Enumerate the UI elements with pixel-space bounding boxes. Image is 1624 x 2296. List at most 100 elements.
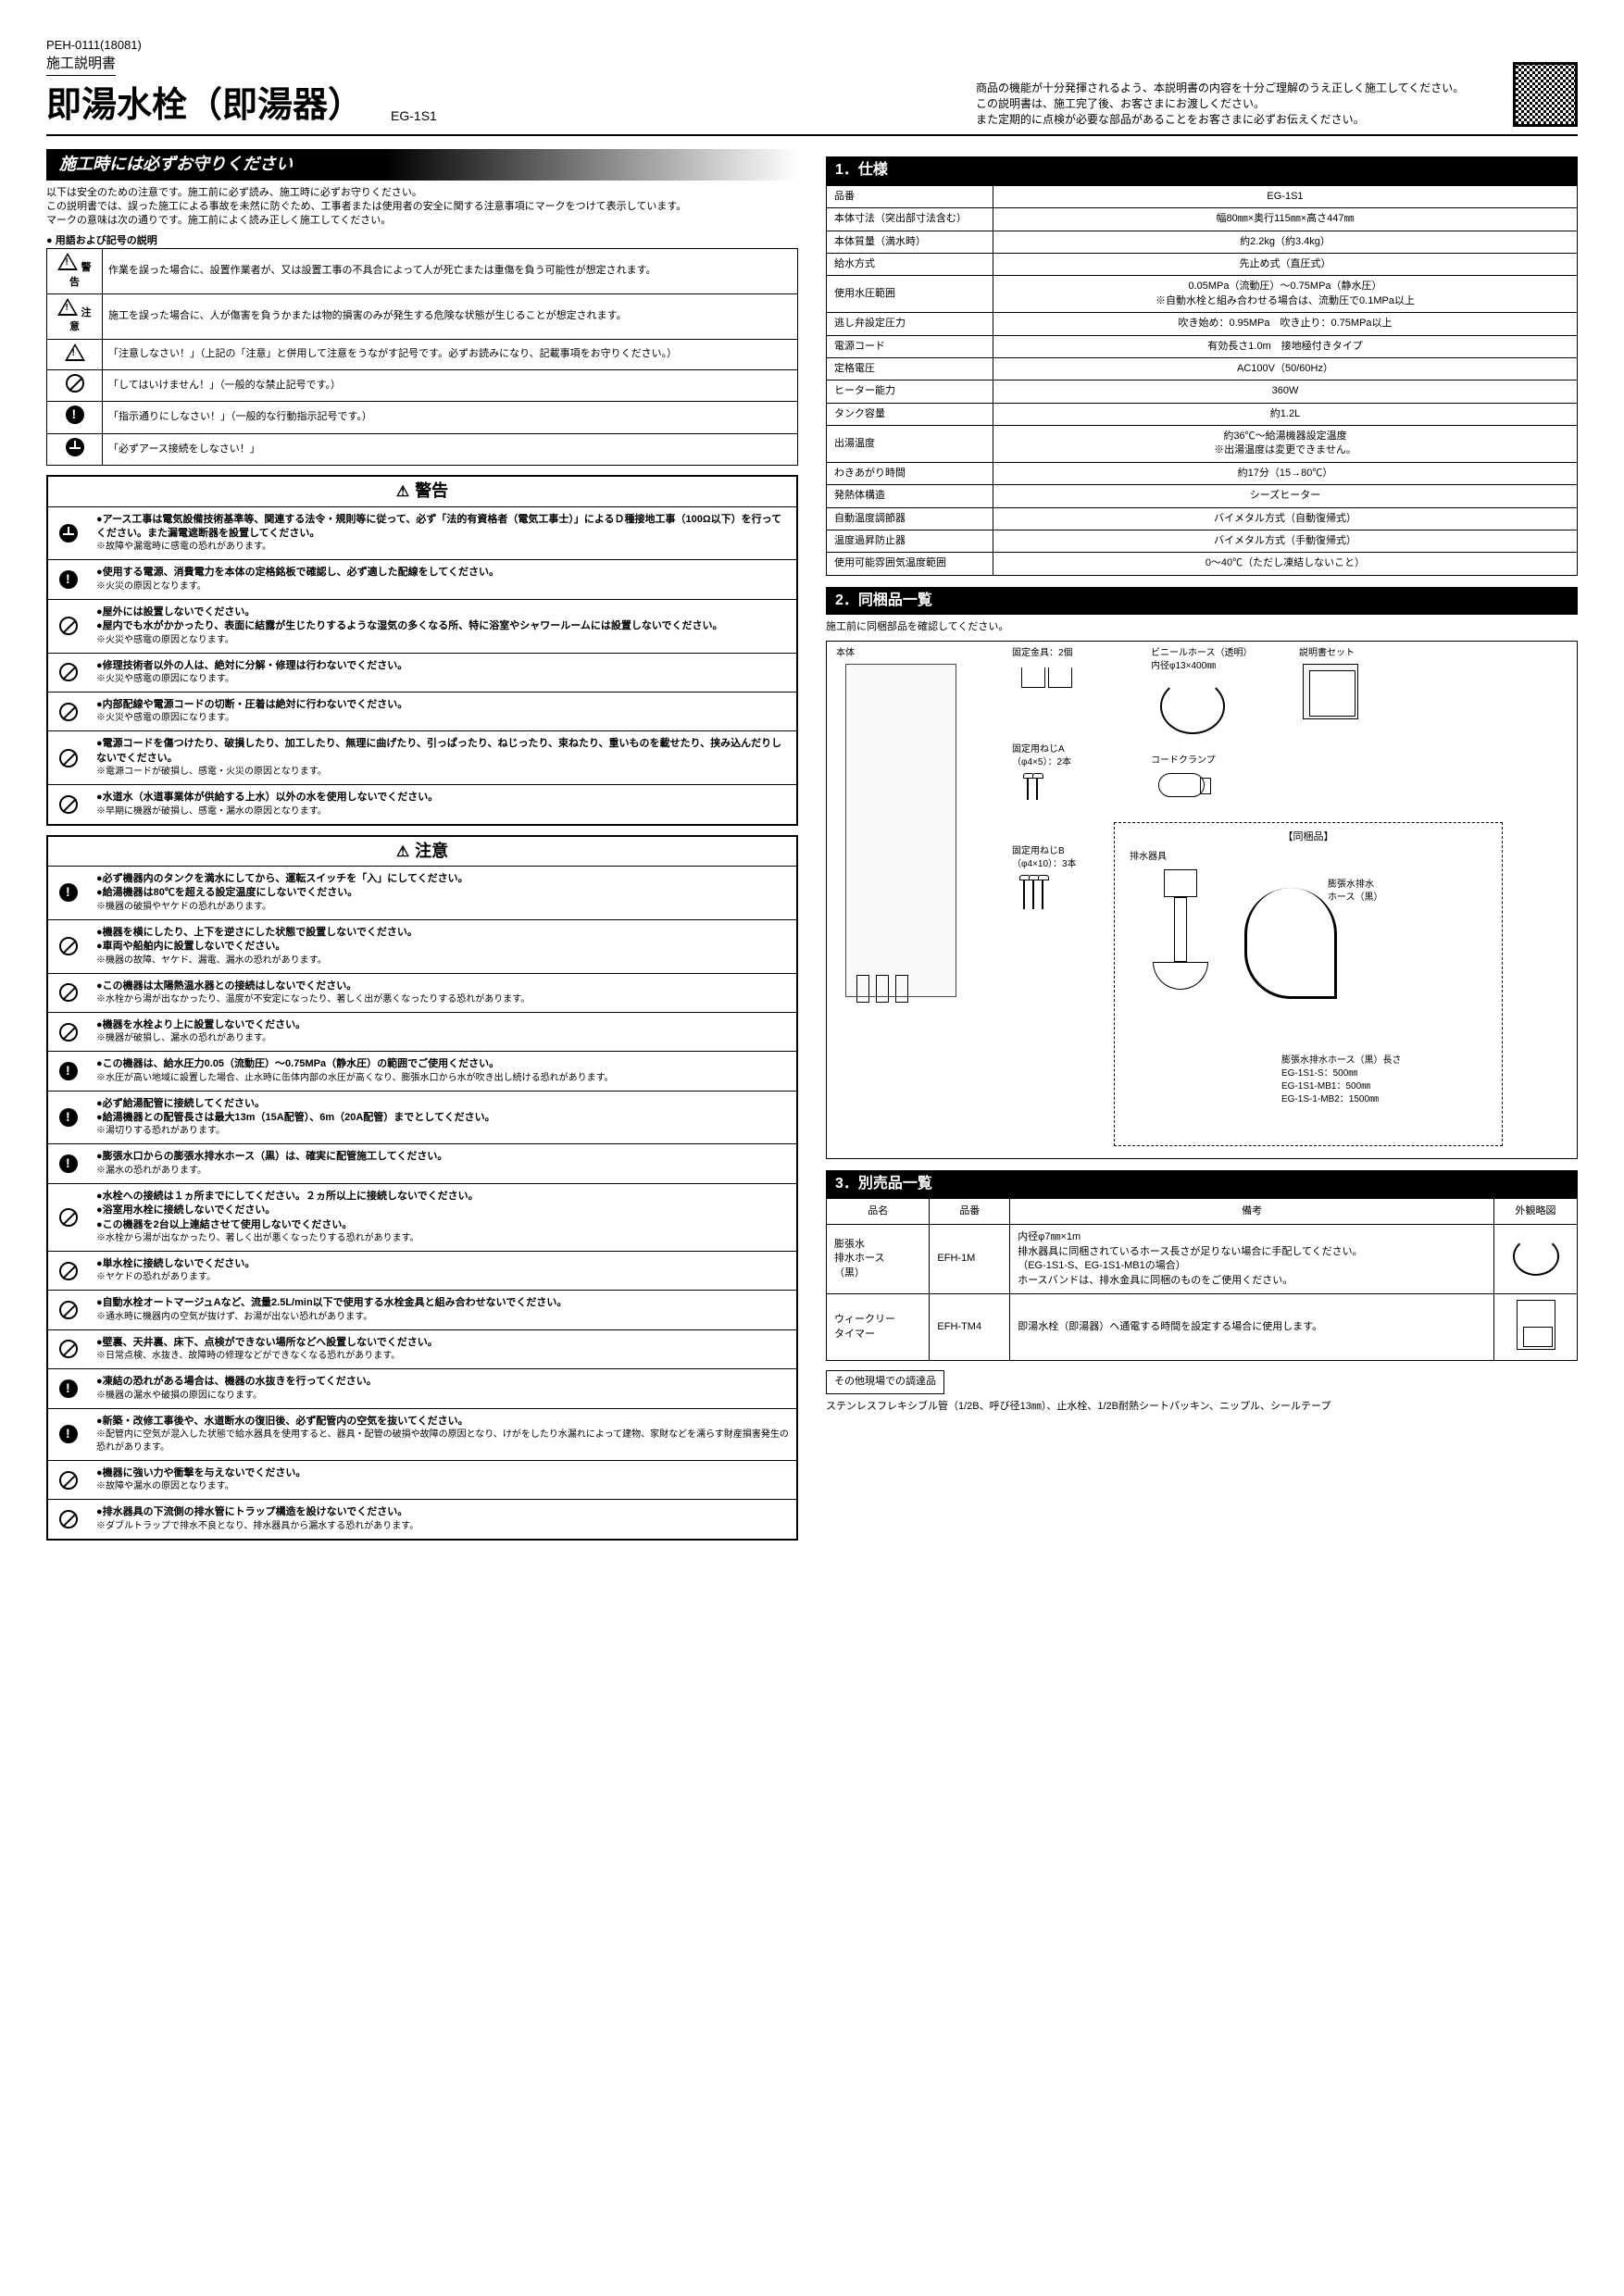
warn-bold: ●水道水（水道事業体が供給する上水）以外の水を使用しないでください。 <box>96 791 789 805</box>
accessory-col: 品番 <box>930 1198 1010 1224</box>
parts-label-screwB: 固定用ねじB （φ4×10）：3本 <box>1012 845 1077 871</box>
spec-row: 出湯温度 約36℃〜給湯機器設定温度※出湯温度は変更できません。 <box>827 426 1578 463</box>
caution-heading: ⚠注意 <box>48 837 796 867</box>
header-note-line: また定期的に点検が必要な部品があることをお客さまに必ずお伝えください。 <box>976 112 1494 128</box>
symbol-row: ! 警告 作業を誤った場合に、設置作業者が、又は設置工事の不具合によって人が死亡… <box>47 249 798 294</box>
parts-heading: 2．同梱品一覧 <box>826 587 1578 615</box>
spec-key: 電源コード <box>827 335 993 357</box>
extras-desc: ステンレスフレキシブル管（1/2B、呼び径13㎜）、止水栓、1/2B耐熱シートパ… <box>826 1400 1578 1414</box>
accessory-name: ウィークリータイマー <box>827 1293 930 1360</box>
warn-sub: ※機器の破損やヤケドの恐れがあります。 <box>96 901 789 914</box>
ground-icon <box>66 438 84 456</box>
warn-bold: ●この機器は、給水圧力0.05（流動圧）〜0.75MPa（静水圧）の範囲でご使用… <box>96 1057 789 1071</box>
prohibit-icon <box>59 1510 78 1529</box>
warn-sub: ※機器が破損し、漏水の恐れがあります。 <box>96 1032 789 1045</box>
spec-row: 品番 EG-1S1 <box>827 185 1578 207</box>
prohibit-icon <box>59 983 78 1002</box>
spec-row: ヒーター能力 360W <box>827 381 1578 403</box>
warn-row: ! ●必ず機器内のタンクを満水にしてから、運転スイッチを「入」にしてください。●… <box>48 867 796 920</box>
warn-sub: ※故障や漏水の原因となります。 <box>96 1480 789 1493</box>
accessory-col: 備考 <box>1010 1198 1494 1224</box>
warn-bold: ●膨張水口からの膨張水排水ホース（黒）は、確実に配管施工してください。 <box>96 1150 789 1164</box>
spec-value: 0.05MPa（流動圧）〜0.75MPa（静水圧）※自動水栓と組み合わせる場合は… <box>993 276 1578 313</box>
warn-bold: ●内部配線や電源コードの切断・圧着は絶対に行わないでください。 <box>96 698 789 712</box>
symbol-row: 「してはいけません！」（一般的な禁止記号です。） <box>47 370 798 402</box>
warn-row: ! ●この機器は、給水圧力0.05（流動圧）〜0.75MPa（静水圧）の範囲でご… <box>48 1052 796 1091</box>
warn-sub: ※水圧が高い地域に設置した場合、止水時に缶体内部の水圧が高くなり、膨張水口から水… <box>96 1072 789 1085</box>
accessory-name: 膨張水排水ホース（黒） <box>827 1225 930 1294</box>
parts-hose-illustration <box>1160 679 1225 734</box>
parts-included-box: 【同梱品】 排水器具 膨張水排水 ホース（黒） 膨張水排水ホース（黒）長さ EG… <box>1114 822 1503 1146</box>
mandatory-icon: ! <box>59 1379 78 1398</box>
spec-value: バイメタル方式（自動復帰式） <box>993 507 1578 530</box>
spec-row: 本体寸法（突出部寸法含む） 幅80㎜×奥行115㎜×高さ447㎜ <box>827 208 1578 231</box>
warn-row: ●電源コードを傷つけたり、破損したり、加工したり、無理に曲げたり、引っぱったり、… <box>48 731 796 785</box>
parts-diagram: 本体 固定金具：2個 固定用ねじA （φ4×5）：2本 固定用ねじB （φ4×1… <box>826 641 1578 1159</box>
spec-row: 温度過昇防止器 バイメタル方式（手動復帰式） <box>827 530 1578 553</box>
warn-row: ●内部配線や電源コードの切断・圧着は絶対に行わないでください。※火災や感電の原因… <box>48 693 796 731</box>
parts-screwA-illustration <box>1023 776 1042 805</box>
intro-line: この説明書では、誤った施工による事故を未然に防ぐため、工事者または使用者の安全に… <box>46 200 798 214</box>
spec-row: 使用可能雰囲気温度範囲 0〜40℃（ただし凍結しないこと） <box>827 553 1578 575</box>
right-column: 1．仕様 品番 EG-1S1 本体寸法（突出部寸法含む） 幅80㎜×奥行115㎜… <box>826 145 1578 1540</box>
spec-key: 給水方式 <box>827 253 993 275</box>
spec-key: タンク容量 <box>827 403 993 425</box>
spec-key: 本体寸法（突出部寸法含む） <box>827 208 993 231</box>
doc-code: PEH-0111(18081) <box>46 37 1578 54</box>
spec-key: 品番 <box>827 185 993 207</box>
warn-sub: ※火災の原因となります。 <box>96 580 789 593</box>
spec-key: 使用可能雰囲気温度範囲 <box>827 553 993 575</box>
prohibit-icon <box>59 1023 78 1042</box>
warn-bold: ●自動水栓オートマージュAなど、流量2.5L/min以下で使用する水栓金具と組み… <box>96 1296 789 1310</box>
spec-key: 温度過昇防止器 <box>827 530 993 553</box>
accessory-note: 即湯水栓（即湯器）へ通電する時間を設定する場合に使用します。 <box>1010 1293 1494 1360</box>
parts-screwB-illustration <box>1019 878 1047 914</box>
accessory-heading: 3．別売品一覧 <box>826 1170 1578 1198</box>
warn-sub: ※機器の漏水や破損の原因になります。 <box>96 1390 789 1403</box>
prohibit-icon <box>59 663 78 681</box>
title-row: 即湯水栓（即湯器） EG-1S1 商品の機能が十分発揮されるよう、本説明書の内容… <box>46 81 1578 136</box>
warn-sub: ※故障や漏電時に感電の恐れがあります。 <box>96 541 789 554</box>
symbol-desc: 施工を誤った場合に、人が傷害を負うかまたは物的損害のみが発生する危険な状態が生じ… <box>103 293 798 339</box>
warn-row: ●単水栓に接続しないでください。※ヤケドの恐れがあります。 <box>48 1252 796 1291</box>
prohibit-icon <box>59 1262 78 1280</box>
warn-bold: ●機器を横にしたり、上下を逆さにした状態で設置しないでください。●車両や船舶内に… <box>96 926 789 955</box>
symbol-desc: 「必ずアース接続をしなさい！」 <box>103 433 798 465</box>
spec-row: 本体質量（満水時） 約2.2kg（約3.4kg） <box>827 231 1578 253</box>
parts-bracket-illustration <box>1021 668 1072 693</box>
warn-row: ! ●使用する電源、消費電力を本体の定格銘板で確認し、必ず適した配線をしてくださ… <box>48 560 796 599</box>
warn-row: ●アース工事は電気設備技術基準等、関連する法令・規則等に従って、必ず「法的有資格… <box>48 507 796 561</box>
warn-row: ! ●凍結の恐れがある場合は、機器の水抜きを行ってください。※機器の漏水や破損の… <box>48 1369 796 1408</box>
triangle-icon: ! <box>65 343 85 361</box>
prohibit-icon <box>59 1340 78 1358</box>
parts-label-drain: 排水器具 <box>1130 851 1167 864</box>
spec-value: EG-1S1 <box>993 185 1578 207</box>
warning-heading-text: 警告 <box>415 481 448 500</box>
symbol-row: ! 「注意しなさい！」（上記の「注意」と併用して注意をうながす記号です。必ずお読… <box>47 339 798 369</box>
mandatory-icon: ! <box>59 883 78 902</box>
warn-bold: ●必ず機器内のタンクを満水にしてから、運転スイッチを「入」にしてください。●給湯… <box>96 872 789 901</box>
main-title: 即湯水栓（即湯器） <box>46 81 363 131</box>
warn-sub: ※配管内に空気が混入した状態で給水器具を使用すると、器具・配管の破損や故障の原因… <box>96 1429 789 1454</box>
symbol-desc: 「注意しなさい！」（上記の「注意」と併用して注意をうながす記号です。必ずお読みに… <box>103 339 798 369</box>
warn-sub: ※電源コードが破損し、感電・火災の原因となります。 <box>96 766 789 779</box>
spec-key: 逃し弁設定圧力 <box>827 313 993 335</box>
parts-note: 施工前に同梱部品を確認してください。 <box>826 620 1578 634</box>
warn-bold: ●必ず給湯配管に接続してください。●給湯機器との配管長さは最大13m（15A配管… <box>96 1097 789 1126</box>
triangle-icon: ! <box>57 298 78 316</box>
warn-bold: ●単水栓に接続しないでください。 <box>96 1257 789 1271</box>
warn-sub: ※水栓から湯が出なかったり、温度が不安定になったり、著しく出が悪くなったりする恐… <box>96 993 789 1006</box>
spec-row: タンク容量 約1.2L <box>827 403 1578 425</box>
precautions-heading: 施工時には必ずお守りください <box>46 149 798 180</box>
warn-bold: ●機器を水栓より上に設置しないでください。 <box>96 1018 789 1032</box>
spec-value: 有効長さ1.0m 接地極付きタイプ <box>993 335 1578 357</box>
prohibit-icon <box>59 749 78 767</box>
mandatory-icon: ! <box>66 406 84 424</box>
intro-line: マークの意味は次の通りです。施工前によく読み正しく施工してください。 <box>46 214 798 228</box>
parts-label-body: 本体 <box>836 647 855 660</box>
accessory-col: 外観略図 <box>1494 1198 1578 1224</box>
spec-key: ヒーター能力 <box>827 381 993 403</box>
hose-icon <box>1513 1237 1559 1276</box>
prohibit-icon <box>59 617 78 635</box>
spec-table: 品番 EG-1S1 本体寸法（突出部寸法含む） 幅80㎜×奥行115㎜×高さ44… <box>826 185 1578 576</box>
